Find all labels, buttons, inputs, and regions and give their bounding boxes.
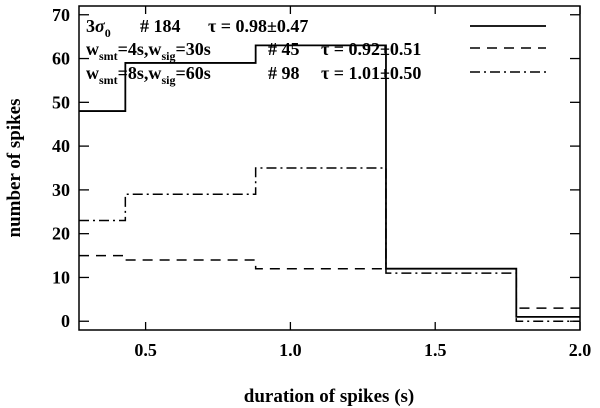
legend-entry-2-tau: τ = 0.92±0.51 (321, 39, 421, 59)
x-tick-label: 1.5 (424, 340, 447, 360)
legend-entry-2: wsmt=4s,wsig=30s # 45 τ = 0.92±0.51 (86, 39, 546, 63)
series-1-line (79, 44, 580, 318)
legend-1-sym: σ (95, 16, 106, 36)
legend-3-sub1: smt (99, 73, 118, 87)
legend-2-sub1: smt (99, 49, 118, 63)
legend-1-base: 3 (86, 16, 95, 36)
plot-frame (78, 5, 581, 331)
series-layer (79, 44, 580, 322)
legend: 3σ0 # 184 τ = 0.98±0.47 wsmt=4s,wsig=30s… (86, 16, 546, 87)
legend-3-sub2: sig (161, 73, 175, 87)
series-2-line (79, 254, 580, 309)
legend-entry-1: 3σ0 # 184 τ = 0.98±0.47 (86, 16, 546, 40)
y-tick-label: 70 (52, 5, 70, 25)
x-tick-label: 0.5 (134, 340, 157, 360)
y-tick-label: 30 (52, 180, 70, 200)
legend-entry-3-count: # 98 (268, 63, 300, 83)
x-tick-label: 2.0 (569, 340, 592, 360)
x-axis-title: duration of spikes (s) (244, 386, 415, 407)
legend-entry-1-count: # 184 (140, 16, 181, 36)
y-tick-label: 20 (52, 224, 70, 244)
series-3-line (79, 167, 580, 322)
legend-2-mid: =4s,w (118, 39, 162, 59)
legend-entry-2-label: wsmt=4s,wsig=30s (86, 39, 211, 63)
x-axis-ticks: 0.5 1.0 1.5 2.0 (134, 6, 591, 360)
legend-entry-3: wsmt=8s,wsig=60s # 98 τ = 1.01±0.50 (86, 63, 546, 87)
y-axis-title: number of spikes (4, 98, 25, 237)
legend-3-w: w (86, 63, 99, 83)
y-tick-label: 60 (52, 49, 70, 69)
legend-2-sub2: sig (161, 49, 175, 63)
y-tick-label: 40 (52, 136, 70, 156)
x-tick-label: 1.0 (279, 340, 302, 360)
legend-1-sub: 0 (105, 26, 111, 40)
legend-entry-3-label: wsmt=8s,wsig=60s (86, 63, 211, 87)
legend-entry-2-count: # 45 (268, 39, 300, 59)
legend-entry-1-tau: τ = 0.98±0.47 (208, 16, 308, 36)
y-tick-label: 10 (52, 267, 70, 287)
y-tick-label: 50 (52, 92, 70, 112)
legend-entry-1-label: 3σ0 (86, 16, 111, 40)
legend-2-end: =30s (175, 39, 210, 59)
legend-2-w: w (86, 39, 99, 59)
legend-3-end: =60s (175, 63, 210, 83)
legend-3-mid: =8s,w (118, 63, 162, 83)
y-tick-label: 0 (61, 311, 70, 331)
legend-entry-3-tau: τ = 1.01±0.50 (321, 63, 421, 83)
